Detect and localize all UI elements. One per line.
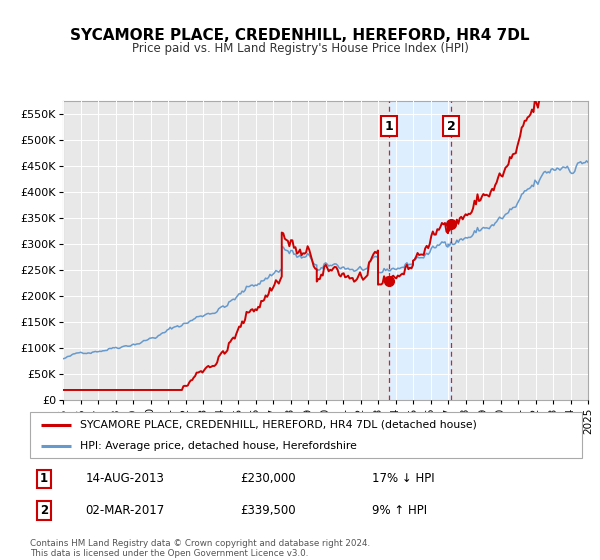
FancyBboxPatch shape — [30, 412, 582, 458]
Text: 02-MAR-2017: 02-MAR-2017 — [85, 504, 164, 517]
Text: 9% ↑ HPI: 9% ↑ HPI — [372, 504, 427, 517]
Bar — [389, 101, 451, 400]
Text: 2: 2 — [446, 120, 455, 133]
Text: 1: 1 — [385, 120, 393, 133]
Text: SYCAMORE PLACE, CREDENHILL, HEREFORD, HR4 7DL (detached house): SYCAMORE PLACE, CREDENHILL, HEREFORD, HR… — [80, 419, 476, 430]
Text: SYCAMORE PLACE, CREDENHILL, HEREFORD, HR4 7DL: SYCAMORE PLACE, CREDENHILL, HEREFORD, HR… — [70, 28, 530, 43]
Text: 2: 2 — [40, 504, 48, 517]
Text: £339,500: £339,500 — [240, 504, 295, 517]
Text: Contains HM Land Registry data © Crown copyright and database right 2024.
This d: Contains HM Land Registry data © Crown c… — [30, 539, 370, 558]
Text: HPI: Average price, detached house, Herefordshire: HPI: Average price, detached house, Here… — [80, 441, 356, 451]
Text: 1: 1 — [40, 473, 48, 486]
Text: £230,000: £230,000 — [240, 473, 295, 486]
Text: Price paid vs. HM Land Registry's House Price Index (HPI): Price paid vs. HM Land Registry's House … — [131, 42, 469, 55]
Text: 17% ↓ HPI: 17% ↓ HPI — [372, 473, 435, 486]
Text: 14-AUG-2013: 14-AUG-2013 — [85, 473, 164, 486]
